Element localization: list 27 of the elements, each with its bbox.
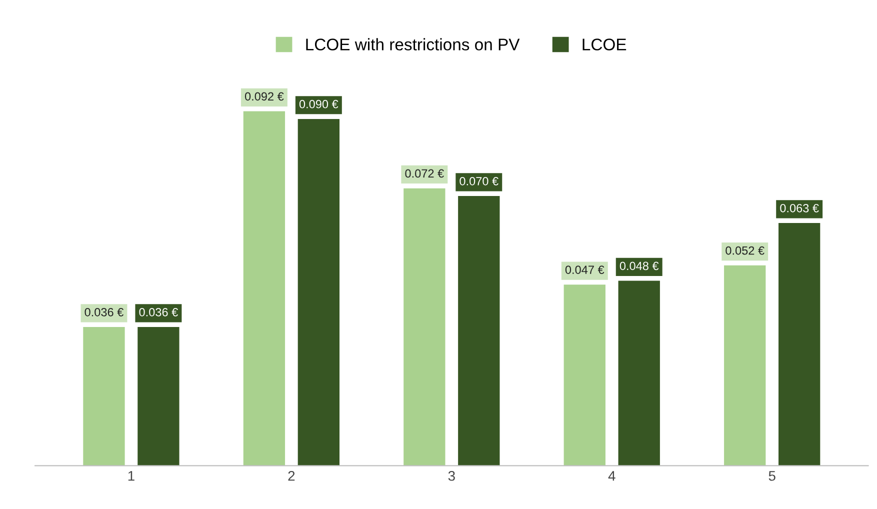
legend-label: LCOE [582,38,626,50]
x-tick-label: 2 [288,470,295,481]
bar [724,265,766,466]
bar [618,280,660,466]
bar [243,111,286,466]
data-label: 0.070 € [460,176,498,186]
x-tick-label: 5 [768,471,776,481]
bar [458,196,500,466]
legend-label: LCOE with restrictions on PV [306,38,520,50]
data-label: 0.047 € [565,266,604,274]
data-label: 0.048 € [620,262,659,270]
bar [404,188,446,466]
bar [138,327,180,466]
bar [778,222,820,466]
data-label: 0.072 € [405,169,444,178]
x-tick-label: 3 [448,470,455,481]
bar [298,118,340,466]
x-tick-label: 1 [128,471,134,481]
data-label: 0.063 € [780,204,819,212]
bar [564,284,606,466]
bar [83,327,125,466]
data-label: 0.092 € [244,92,284,101]
data-label: 0.090 € [299,100,338,108]
x-tick-label: 4 [608,471,616,481]
data-label: 0.036 € [84,308,124,316]
data-label: 0.036 € [139,308,178,316]
data-label: 0.052 € [726,246,764,255]
